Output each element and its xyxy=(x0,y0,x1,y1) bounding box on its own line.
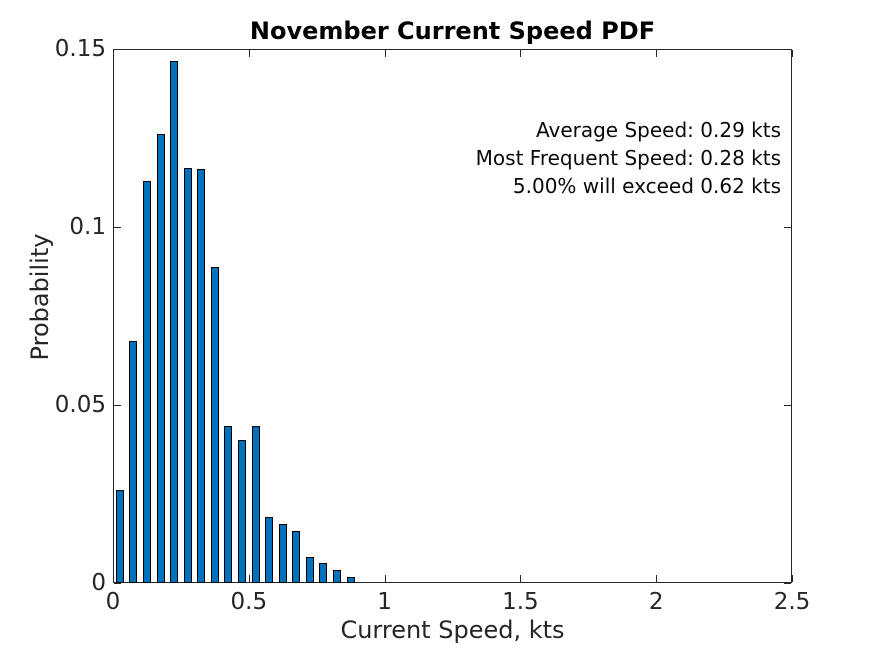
histogram-bar xyxy=(278,524,287,583)
y-tick-mark-right xyxy=(784,583,791,584)
y-tick-mark-right xyxy=(784,49,791,50)
y-tick-label: 0.15 xyxy=(54,36,106,62)
histogram-bar xyxy=(183,168,192,583)
x-tick-mark xyxy=(113,575,114,582)
histogram-bar xyxy=(238,439,246,583)
x-tick-mark-top xyxy=(656,50,658,57)
y-tick-label: 0.05 xyxy=(54,392,106,418)
y-tick-mark-right xyxy=(784,405,791,406)
x-tick-label: 1 xyxy=(377,589,392,615)
x-tick-label: 1.5 xyxy=(502,589,539,615)
y-tick-mark xyxy=(114,49,121,50)
x-tick-label: 2 xyxy=(648,589,664,615)
histogram-bar xyxy=(251,426,260,583)
y-tick-mark xyxy=(114,405,121,406)
x-axis-label: Current Speed, kts xyxy=(340,616,565,644)
stats-annotation: Average Speed: 0.29 kts Most Frequent Sp… xyxy=(300,116,781,200)
annotation-line-exceedance-speed: 5.00% will exceed 0.62 kts xyxy=(512,174,781,198)
chart-title: November Current Speed PDF xyxy=(249,17,656,45)
x-tick-label: 0 xyxy=(105,589,121,615)
y-tick-label: 0.1 xyxy=(69,214,106,240)
histogram-bar xyxy=(129,340,138,583)
x-tick-mark-top xyxy=(113,50,114,57)
histogram-bar xyxy=(115,490,124,583)
histogram-bar xyxy=(142,180,151,583)
x-tick-mark-top xyxy=(792,50,793,57)
histogram-bar xyxy=(197,168,206,583)
x-tick-label: 2.5 xyxy=(773,589,811,615)
annotation-line-most-frequent-speed: Most Frequent Speed: 0.28 kts xyxy=(475,146,781,170)
histogram-bar xyxy=(265,517,274,583)
x-tick-mark-top xyxy=(384,50,386,57)
histogram-bar xyxy=(224,426,233,583)
histogram-bar xyxy=(333,569,342,583)
y-axis-label: Probability xyxy=(26,233,54,361)
histogram-bar xyxy=(319,563,328,583)
histogram-bar xyxy=(305,556,314,583)
histogram-bar xyxy=(346,577,355,583)
annotation-line-average-speed: Average Speed: 0.29 kts xyxy=(535,118,781,142)
x-tick-mark xyxy=(248,575,250,582)
y-tick-mark xyxy=(114,583,121,584)
y-tick-mark-right xyxy=(784,227,791,228)
x-tick-mark xyxy=(520,575,522,582)
histogram-bar xyxy=(170,61,179,583)
x-tick-mark xyxy=(792,575,793,582)
x-tick-mark-top xyxy=(248,50,250,57)
histogram-bar xyxy=(210,267,219,583)
x-tick-mark xyxy=(384,575,386,582)
histogram-bar xyxy=(156,134,165,583)
y-tick-mark xyxy=(114,227,121,228)
histogram-bar xyxy=(292,531,301,583)
x-tick-mark-top xyxy=(520,50,522,57)
x-tick-label: 0.5 xyxy=(230,589,268,615)
y-tick-label: 0 xyxy=(91,570,106,596)
x-tick-mark xyxy=(656,575,658,582)
